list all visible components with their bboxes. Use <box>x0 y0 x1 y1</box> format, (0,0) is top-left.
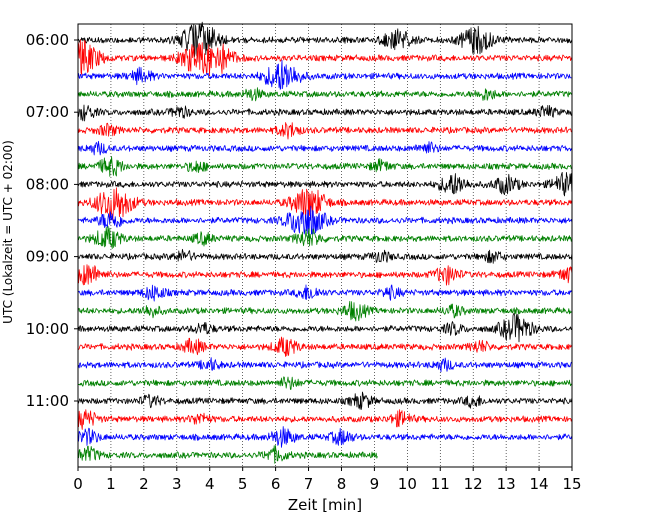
y-tick-label: 07:00 <box>26 103 69 121</box>
x-tick-label: 4 <box>205 475 215 493</box>
x-tick-label: 1 <box>106 475 116 493</box>
trace-line <box>77 284 573 302</box>
plot-frame <box>78 24 572 467</box>
y-axis-label: UTC (Lokalzeit = UTC + 02:00) <box>1 140 15 324</box>
trace-line <box>77 156 572 177</box>
seismic-traces <box>77 21 573 464</box>
trace-line <box>77 445 378 464</box>
x-tick-label: 7 <box>304 475 314 493</box>
x-tick-label: 15 <box>562 475 581 493</box>
trace-line <box>77 104 573 122</box>
trace-line <box>77 409 573 430</box>
trace-line <box>77 225 573 249</box>
x-tick-label: 12 <box>464 475 483 493</box>
trace-line <box>77 205 573 238</box>
y-tick-label: 09:00 <box>26 248 69 266</box>
x-tick-label: 8 <box>337 475 347 493</box>
trace-line <box>77 122 573 140</box>
trace-line <box>77 391 573 410</box>
plot-area <box>77 21 573 468</box>
vertical-grid <box>110 24 540 467</box>
x-tick-label: 10 <box>398 475 417 493</box>
x-tick-label: 2 <box>139 475 149 493</box>
trace-line <box>77 300 572 322</box>
x-tick-label: 9 <box>370 475 380 493</box>
trace-line <box>77 336 573 357</box>
trace-line <box>77 140 573 156</box>
x-tick-label: 14 <box>530 475 549 493</box>
trace-line <box>77 357 572 373</box>
trace-line <box>77 60 572 90</box>
trace-line <box>77 376 572 390</box>
y-tick-label: 08:00 <box>26 175 69 193</box>
x-tick-label: 11 <box>431 475 450 493</box>
y-tick-label: 11:00 <box>26 392 69 410</box>
x-axis: 0 1 2 3 4 5 6 7 8 9 10 11 12 13 14 15 <box>73 467 582 493</box>
y-tick-label: 06:00 <box>26 31 69 49</box>
trace-line <box>77 87 573 102</box>
trace-line <box>77 21 573 58</box>
trace-line <box>77 39 573 76</box>
y-tick-label: 10:00 <box>26 320 69 338</box>
x-tick-label: 13 <box>497 475 516 493</box>
plot-border <box>77 23 573 468</box>
trace-line <box>77 426 573 448</box>
trace-line <box>77 313 573 343</box>
trace-line <box>77 248 573 264</box>
x-tick-label: 5 <box>238 475 248 493</box>
y-axis: 06:00 07:00 08:00 09:00 10:00 11:00 <box>26 31 78 410</box>
x-tick-label: 3 <box>172 475 182 493</box>
trace-line <box>77 172 573 197</box>
x-tick-label: 6 <box>271 475 281 493</box>
x-axis-label: Zeit [min] <box>288 496 362 514</box>
trace-line <box>77 264 573 286</box>
trace-line <box>77 187 573 221</box>
x-tick-label: 0 <box>73 475 83 493</box>
